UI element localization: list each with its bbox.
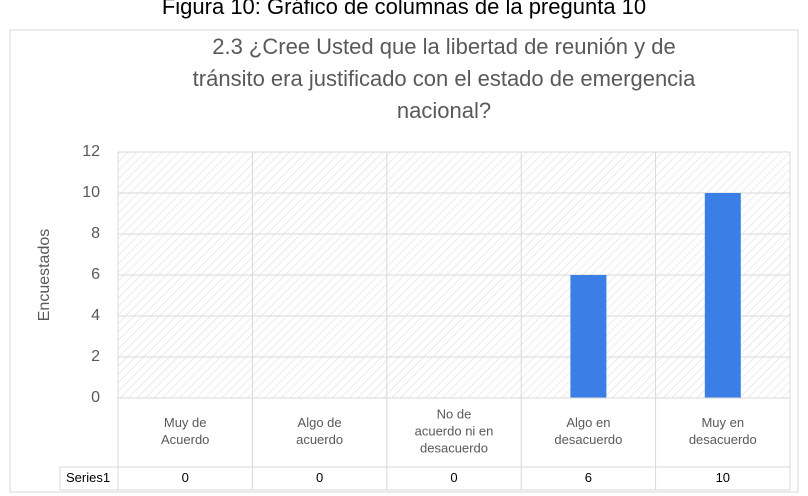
x-tick-label: desacuerdo bbox=[420, 440, 488, 455]
table-value: 6 bbox=[585, 470, 592, 485]
x-tick-label: Muy de bbox=[164, 415, 207, 430]
y-tick-label: 12 bbox=[82, 143, 100, 160]
bar bbox=[570, 275, 607, 398]
table-value: 0 bbox=[450, 470, 457, 485]
y-tick-label: 4 bbox=[91, 307, 100, 324]
x-tick-label: acuerdo ni en bbox=[415, 423, 494, 438]
chart-title: tránsito era justificado con el estado d… bbox=[193, 66, 696, 91]
legend-label: Series1 bbox=[66, 470, 110, 485]
x-tick-label: No de bbox=[437, 406, 472, 421]
table-value: 0 bbox=[182, 470, 189, 485]
y-tick-label: 10 bbox=[82, 184, 100, 201]
table-value: 0 bbox=[316, 470, 323, 485]
x-tick-label: Algo en bbox=[566, 415, 610, 430]
y-tick-label: 6 bbox=[91, 266, 100, 283]
figure-caption: Figura 10: Gráfico de columnas de la pre… bbox=[162, 0, 646, 19]
x-tick-label: Acuerdo bbox=[161, 432, 209, 447]
x-tick-label: desacuerdo bbox=[689, 432, 757, 447]
x-tick-label: desacuerdo bbox=[554, 432, 622, 447]
bar bbox=[704, 193, 741, 398]
y-tick-label: 0 bbox=[91, 389, 100, 406]
table-value: 10 bbox=[716, 470, 730, 485]
chart-title: nacional? bbox=[397, 98, 491, 123]
x-tick-label: acuerdo bbox=[296, 432, 343, 447]
y-tick-label: 2 bbox=[91, 348, 100, 365]
chart-border bbox=[9, 29, 799, 493]
chart-title: 2.3 ¿Cree Usted que la libertad de reuni… bbox=[212, 34, 676, 59]
x-tick-label: Algo de bbox=[298, 415, 342, 430]
x-tick-label: Muy en bbox=[701, 415, 744, 430]
y-tick-label: 8 bbox=[91, 225, 100, 242]
y-axis-label: Encuestados bbox=[36, 229, 53, 322]
